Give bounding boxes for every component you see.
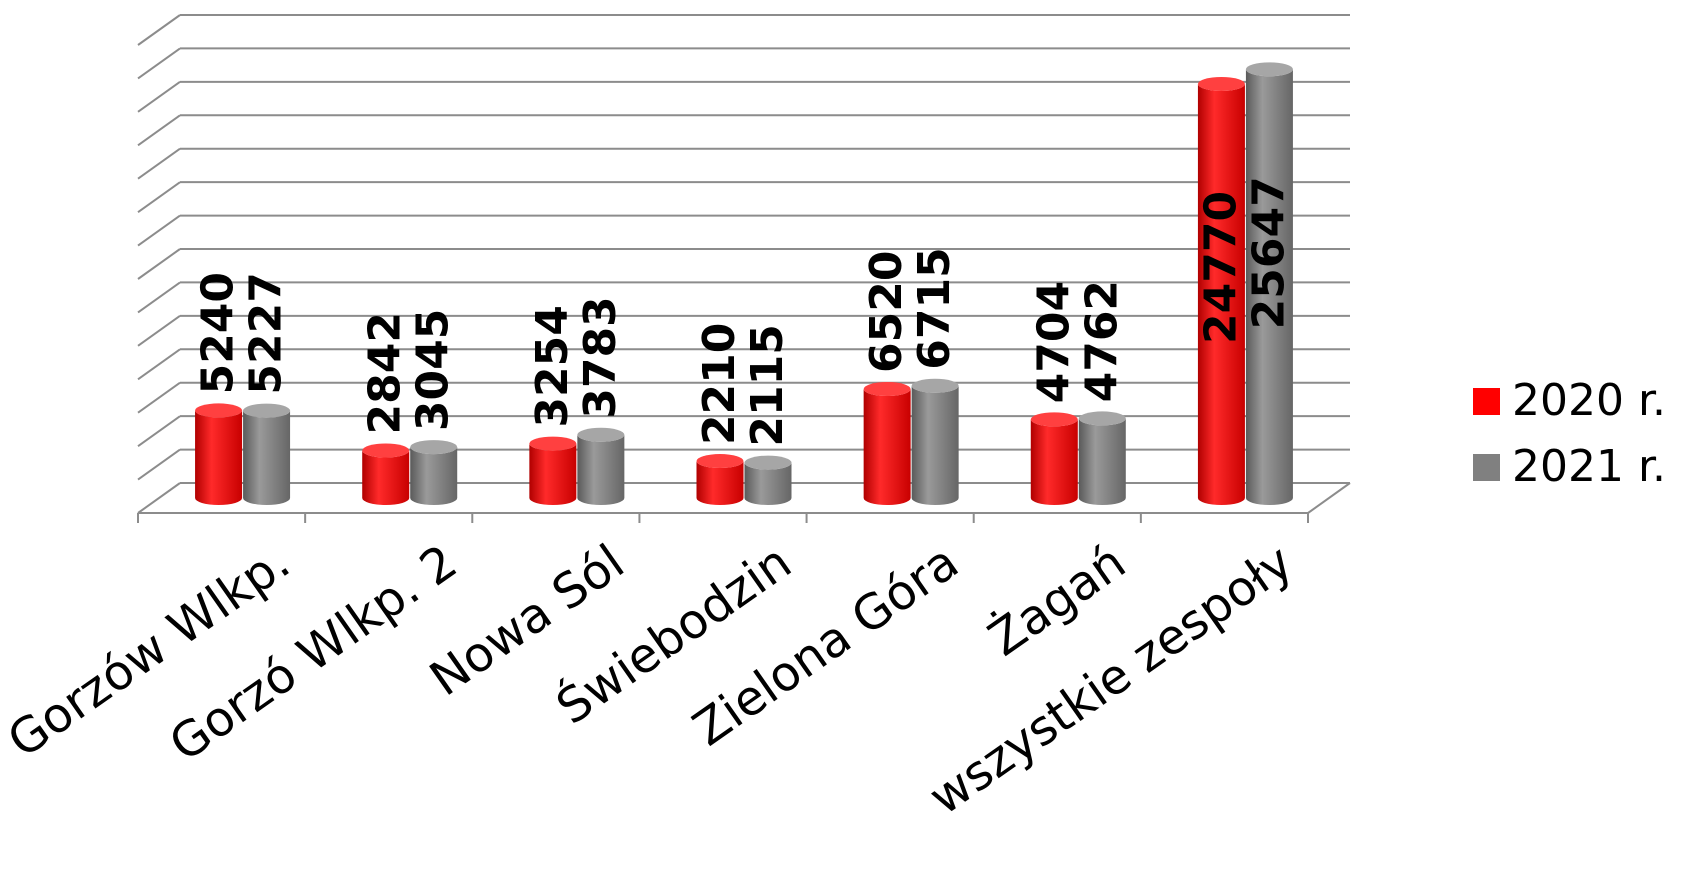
data-label: 2210 [694,323,745,445]
bar-top [911,378,959,393]
bar-top [362,443,410,458]
bar-2021 [577,434,625,506]
gridline-side [137,415,181,447]
gridline-side [137,47,181,80]
gridline-side [137,147,181,180]
bar-2021 [410,447,458,506]
legend: 2020 r. 2021 r. [1473,375,1666,492]
legend-swatch [1473,388,1500,415]
bar-top [529,436,577,451]
gridline-side [137,482,181,514]
bar-2020 [1030,419,1078,506]
gridline-side [137,214,181,247]
legend-label: 2020 r. [1512,375,1666,426]
data-label: 25647 [1243,176,1294,329]
data-label: 2842 [360,312,411,434]
data-label: 3254 [527,305,578,427]
bar-top [1197,76,1245,91]
bar-top [863,382,911,397]
data-label: 2115 [742,324,793,446]
bar-top [410,440,458,455]
gridline-side [137,315,181,347]
data-label: 5227 [241,272,292,394]
gridline-side [137,348,181,381]
bar-top [1245,62,1293,77]
bar-top [195,403,243,418]
data-label: 6715 [909,247,960,369]
bar-top [1030,412,1078,427]
data-label: 5240 [193,272,244,394]
bar-top [696,454,744,469]
bar-top [577,427,625,442]
bar-2020 [195,410,243,506]
bar-2021 [1078,418,1126,506]
legend-label: 2021 r. [1512,441,1666,492]
gridlines [137,14,1350,514]
data-label: 6520 [861,251,912,373]
data-label: 4762 [1076,280,1127,402]
data-label: 4704 [1028,281,1079,403]
bar-2021 [243,410,291,505]
bar-2021 [911,385,959,506]
gridline-side [137,181,181,213]
data-label: 24770 [1195,191,1246,344]
category-label: Gorzó Wlkp. 2 [160,534,468,773]
bar-2021 [1245,69,1293,506]
data-label: 3045 [408,309,459,431]
gridline-side [137,81,181,113]
gridline-side [137,248,181,280]
bar-2020 [529,443,577,506]
data-label: 3783 [575,296,626,418]
bar-2020 [362,450,410,506]
bar-2020 [1197,83,1245,506]
gridline-side [137,14,181,46]
floor-edge [1307,482,1351,514]
bars [195,62,1293,506]
gridline-side [137,448,181,481]
bar-top [744,455,792,470]
bar-top [1078,411,1126,426]
axes [137,482,1351,523]
gridline-side [137,114,181,147]
category-label: Gorzów Wlkp. [0,534,300,769]
bar-top [243,403,291,418]
legend-swatch [1473,454,1500,481]
bar-2020 [696,461,744,506]
bar-2020 [863,389,911,506]
bar-2021 [744,462,792,506]
gridline-side [137,381,181,414]
gridline-side [137,281,181,314]
